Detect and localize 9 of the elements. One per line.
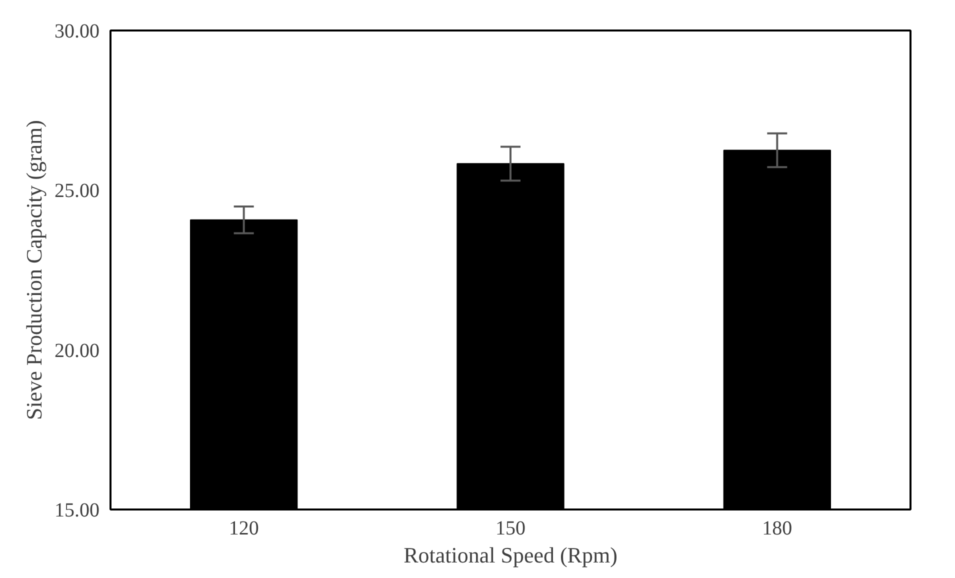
y-tick-label: 30.00 [54,20,100,42]
y-axis-title: Sieve Production Capacity (gram) [22,120,46,420]
x-tick-label: 180 [762,518,792,540]
y-tick-label: 25.00 [54,180,100,202]
y-tick-label: 20.00 [54,340,100,362]
x-axis-title: Rotational Speed (Rpm) [404,542,618,568]
y-tick-label: 15.00 [54,500,100,522]
x-tick-label: 120 [228,518,259,540]
x-tick-label: 150 [496,518,526,540]
